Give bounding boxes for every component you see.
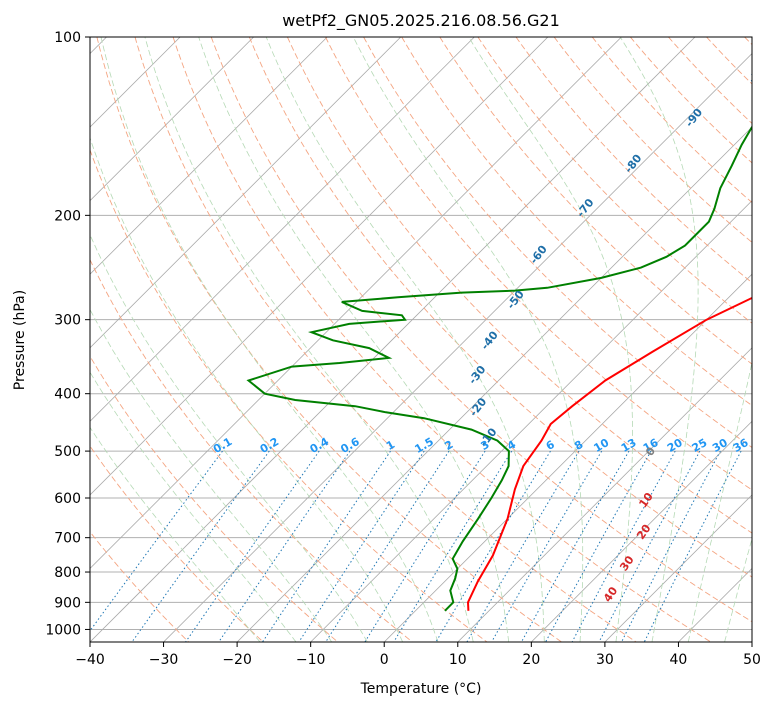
mixing-ratio-line <box>545 450 652 642</box>
y-tick-label: 800 <box>54 565 81 581</box>
dewpoint-profile-line <box>246 125 752 612</box>
moist-adiabat-line <box>687 360 752 642</box>
y-tick-label: 200 <box>54 208 81 224</box>
x-tick-label: −20 <box>222 652 252 668</box>
mixing-ratio-line <box>571 450 676 642</box>
temperature-profile-line <box>466 296 752 611</box>
mixing-ratio-line <box>90 450 223 632</box>
dry-adiabat-line <box>286 37 752 534</box>
isotherm-line <box>90 37 475 422</box>
y-tick-label: 400 <box>54 387 81 403</box>
y-tick-label: 900 <box>54 595 81 611</box>
dry-adiabat-line <box>477 37 752 324</box>
plot-frame <box>89 36 753 643</box>
moist-adiabat-line <box>352 37 584 642</box>
isotherm-line <box>236 126 752 642</box>
mixing-ratio-line <box>393 450 513 642</box>
x-tick-label: 50 <box>743 652 761 668</box>
chart-title: wetPf2_GN05.2025.216.08.56.G21 <box>282 11 560 31</box>
dry-adiabat-line <box>325 37 752 491</box>
x-tick-label: −40 <box>75 652 105 668</box>
plot-area: -100-90-80-70-60-50-40-30-20-100.10.20.4… <box>90 37 752 642</box>
isotherm-line <box>163 52 752 642</box>
mixing-ratio-line <box>643 450 742 642</box>
isotherm-line <box>383 273 752 642</box>
mixing-ratio-line <box>218 450 351 642</box>
moist-adiabat-line <box>90 233 368 642</box>
isotherm-line <box>531 420 752 642</box>
dry-adiabat-line <box>134 37 637 642</box>
isotherm-line <box>457 347 752 642</box>
isotherm-line <box>90 37 254 202</box>
x-tick-label: −30 <box>149 652 179 668</box>
x-tick-label: 30 <box>596 652 614 668</box>
dry-adiabat-line <box>591 37 752 204</box>
dry-adiabat-line <box>248 37 752 578</box>
dry-adiabat-line <box>515 37 752 284</box>
dry-adiabat-line <box>172 37 712 642</box>
y-tick-label: 500 <box>54 444 81 460</box>
mixing-ratio-line <box>598 450 701 642</box>
isotherm-line <box>604 494 752 642</box>
mixing-ratio-line <box>262 450 391 642</box>
y-tick-label: 1000 <box>45 622 81 638</box>
mixing-ratio-line <box>491 450 603 642</box>
dry-adiabat-line <box>439 37 752 365</box>
moist-adiabat-line <box>90 426 261 642</box>
x-tick-label: 0 <box>380 652 389 668</box>
x-axis-label: Temperature (°C) <box>360 681 482 697</box>
moist-adiabat-line <box>144 37 474 642</box>
y-tick-label: 300 <box>54 313 81 329</box>
dry-adiabat-line <box>210 37 752 623</box>
y-tick-label: 700 <box>54 531 81 547</box>
isotherm-line <box>90 37 696 642</box>
isotherm-line <box>90 37 402 349</box>
x-tick-label: 20 <box>522 652 540 668</box>
moist-adiabat-line <box>198 37 510 642</box>
moist-adiabat-line <box>619 37 699 642</box>
isotherm-line <box>310 200 752 642</box>
isotherm-line <box>90 37 622 570</box>
mixing-ratio-line <box>621 450 721 642</box>
dry-adiabat-line <box>90 148 488 642</box>
dry-adiabat-line <box>629 37 752 164</box>
moist-adiabat-line <box>265 37 545 642</box>
y-axis-label: Pressure (hPa) <box>12 290 28 390</box>
x-tick-label: −10 <box>296 652 326 668</box>
dry-adiabat-line <box>363 37 752 448</box>
dry-adiabat-line <box>90 445 264 642</box>
y-tick-label: 600 <box>54 491 81 507</box>
x-tick-label: 10 <box>449 652 467 668</box>
y-axis: 100 200 300 400 500 600 700 800 900 1000 <box>45 30 90 638</box>
dry-adiabat-line <box>90 531 190 642</box>
x-tick-label: 40 <box>670 652 688 668</box>
mixing-ratio-line <box>521 450 630 642</box>
dry-adiabat-line <box>90 355 339 642</box>
isotherm-line <box>90 37 549 496</box>
mixing-ratio-line <box>185 450 320 642</box>
y-tick-label: 100 <box>54 30 81 46</box>
moist-adiabat-line <box>100 37 439 642</box>
mixing-ratio-line <box>298 450 425 642</box>
moist-adiabat-line <box>90 136 403 642</box>
isotherm-line <box>90 37 328 275</box>
x-axis: −40 −30 −20 −10 0 10 20 30 40 50 <box>75 642 761 668</box>
moist-adiabat-line <box>90 371 297 642</box>
